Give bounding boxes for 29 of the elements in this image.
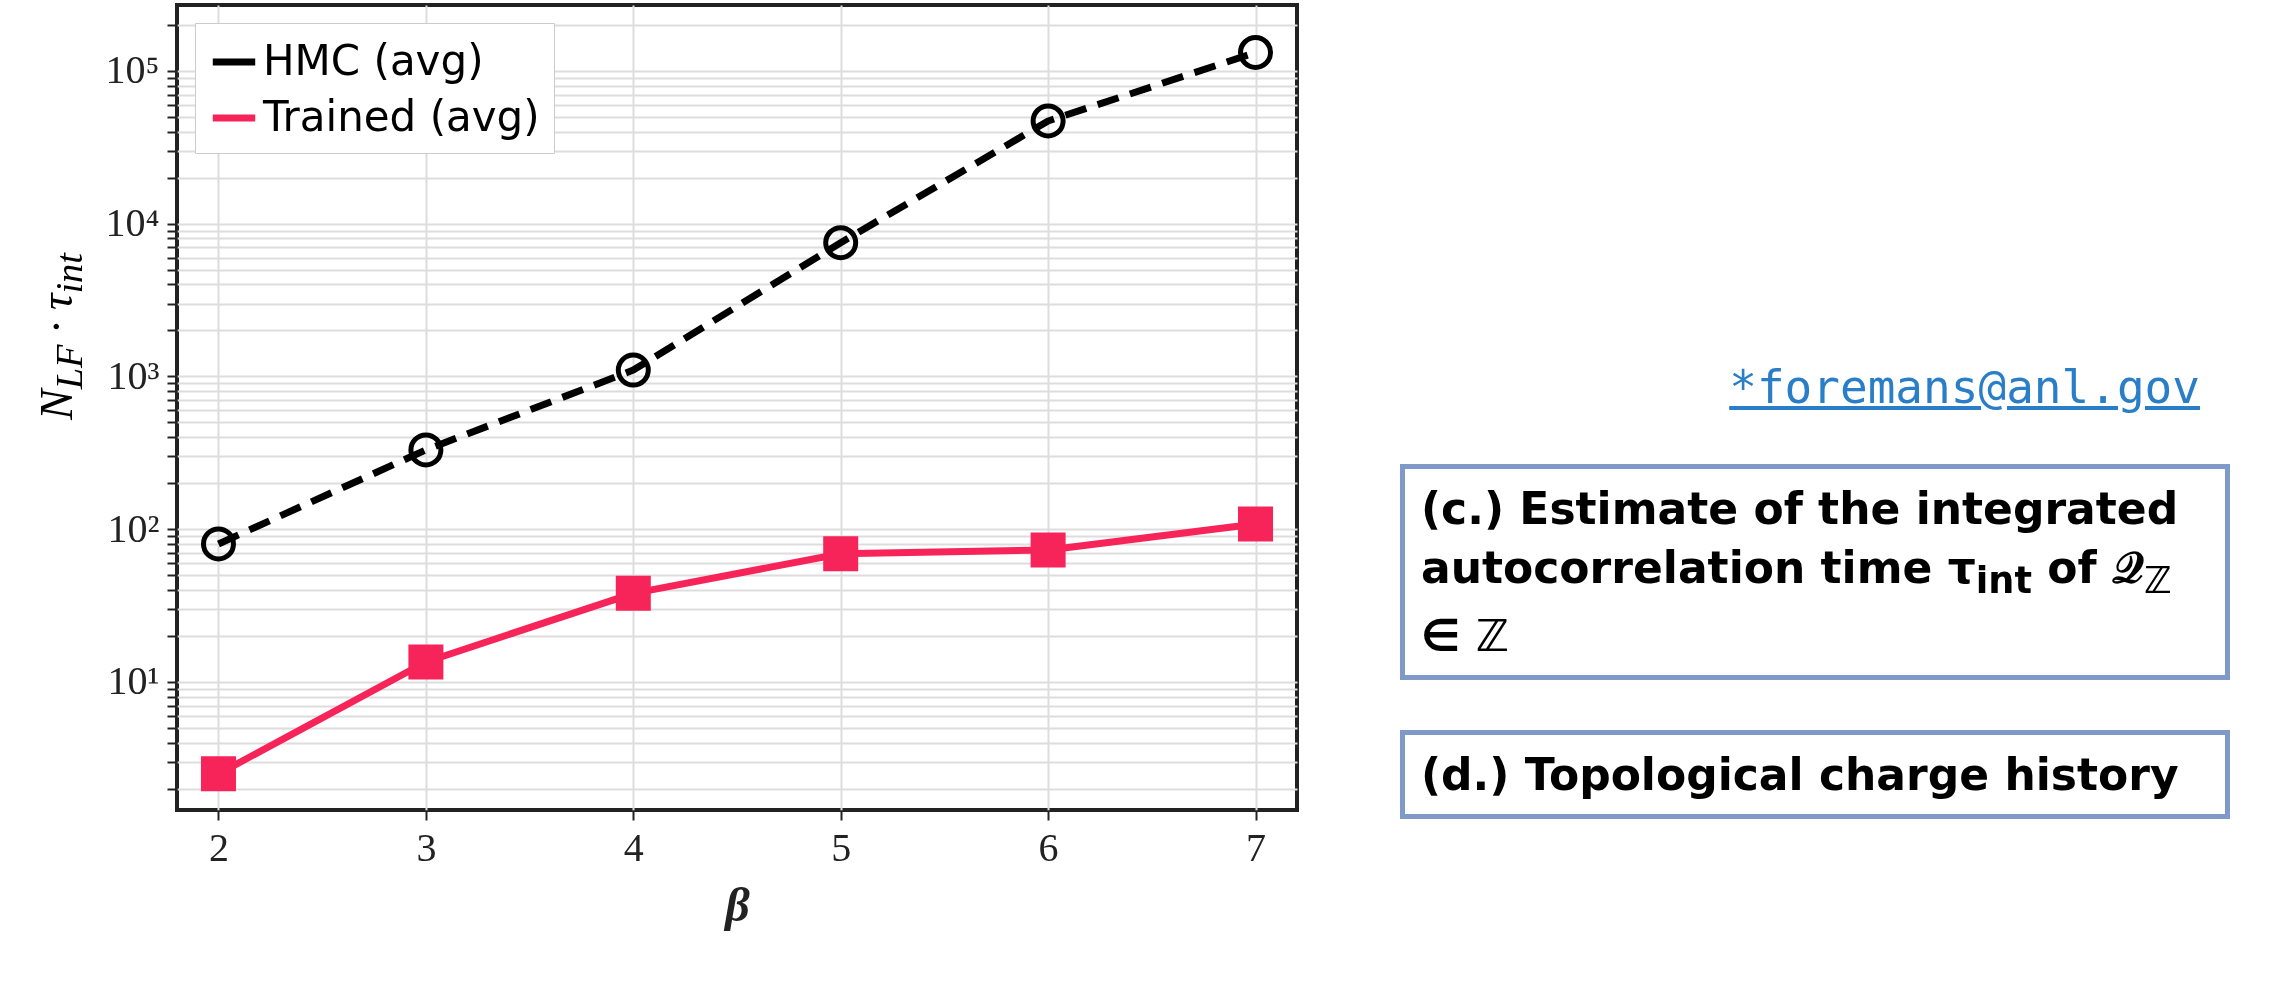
- x-tick-label: 5: [831, 824, 852, 870]
- x-tick-label: 4: [623, 824, 644, 870]
- y-tick-label: 10⁴: [105, 200, 160, 246]
- point: [200, 756, 236, 792]
- x-tick-label: 2: [208, 824, 229, 870]
- point: [615, 575, 651, 611]
- legend-label: Trained (avg): [262, 92, 540, 141]
- y-tick-label: 10⁵: [105, 47, 160, 93]
- text: *foremans@anl.gov: [1728, 360, 2201, 414]
- point: [1030, 532, 1066, 568]
- x-tick-label: 3: [416, 824, 437, 870]
- point: [823, 225, 859, 261]
- y-tick-label: 10³: [107, 352, 160, 398]
- x-tick-label: 7: [1246, 824, 1267, 870]
- text: (d.) Topological charge history: [1400, 730, 2230, 820]
- y-tick-label: 10²: [107, 505, 160, 551]
- x-axis-title: β: [723, 877, 751, 931]
- point: [1030, 103, 1066, 139]
- legend-label: HMC (avg): [263, 36, 484, 85]
- point: [823, 536, 859, 572]
- point: [200, 526, 236, 562]
- x-tick-label: 6: [1038, 824, 1059, 870]
- point: [408, 644, 444, 680]
- text: (c.) Estimate of the integrated autocorrelation time τ$_{int}$ of 𝒬$_{ℤ}$ ∈ ℤ: [1421, 483, 2179, 661]
- point: [1238, 35, 1274, 70]
- point: [615, 352, 651, 388]
- point: [408, 432, 444, 468]
- y-tick-label: 10¹: [107, 658, 160, 704]
- point: [1238, 506, 1274, 542]
